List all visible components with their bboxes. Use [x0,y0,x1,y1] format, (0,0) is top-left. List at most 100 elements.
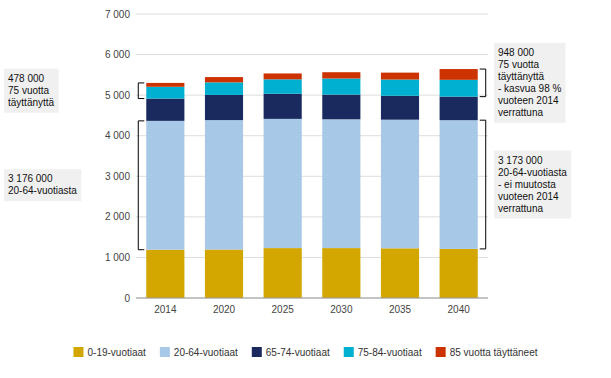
y-tick-label: 2 000 [105,211,130,222]
bar-segment [381,73,419,80]
annotation-line: 478 000 [8,73,45,84]
bar-segment [146,83,184,87]
bracket-line [480,120,486,121]
bar-segment [381,80,419,96]
grid-line [136,298,488,299]
bracket-line [485,69,486,97]
annotation: 3 173 00020-64-vuotiasta- ei muutostavuo… [494,151,571,219]
annotation-line: 20-64-vuotiasta [8,185,77,196]
annotation-box [4,69,59,113]
x-tick-label: 2030 [330,304,353,315]
bar-segment [205,95,243,120]
annotation-box [4,169,81,201]
y-tick-label: 4 000 [105,130,130,141]
y-tick-label: 0 [124,293,130,304]
x-tick-label: 2025 [272,304,295,315]
annotation-box [494,43,565,123]
bar-segment [146,87,184,99]
bar-segment [440,80,478,97]
bar-segment [440,120,478,249]
x-tick-label: 2035 [389,304,412,315]
bars [146,69,477,298]
bar-segment [205,82,243,95]
bar-segment [322,248,360,298]
bar-segment [264,73,302,79]
x-axis-line [136,298,488,299]
legend-swatch [436,347,446,357]
bar-segment [146,250,184,298]
bar-segment [381,120,419,249]
bracket-line [480,69,486,70]
bar-segment [264,94,302,119]
annotation-text: 478 00075 vuottatäyttänyttä [8,73,55,108]
x-tick-label: 2014 [154,304,177,315]
bracket [480,120,486,249]
annotation-text: 3 176 00020-64-vuotiasta [8,173,77,196]
bar-segment [322,72,360,78]
annotation-text: 3 173 00020-64-vuotiasta- ei muutostavuo… [498,155,567,214]
bracket-line [480,248,486,249]
legend-item: 75-84-vuotiaat [344,347,422,358]
grid-line [136,176,488,177]
bracket [138,121,144,250]
y-axis: 01 0002 0003 0004 0005 0006 0007 000 [105,9,488,304]
annotation: 478 00075 vuottatäyttänyttä [4,69,59,113]
annotation-line: verrattuna [498,107,543,118]
y-tick-label: 1 000 [105,252,130,263]
grid-line [136,216,488,217]
annotation-line: 75 vuotta [8,85,50,96]
bracket-line [138,249,144,250]
y-tick-label: 7 000 [105,9,130,20]
grid-line [136,135,488,136]
bar-segment [440,69,478,80]
grid-line [136,14,488,15]
y-tick-label: 3 000 [105,171,130,182]
bracket-line [485,120,486,249]
annotation-line: - kasvua 98 % [498,83,561,94]
bar-segment [440,97,478,121]
chart: 01 0002 0003 0004 0005 0006 0007 0002014… [0,0,611,378]
legend-swatch [344,347,354,357]
legend-label: 0-19-vuotiaat [87,347,146,358]
bar-segment [322,119,360,248]
legend-item: 0-19-vuotiaat [73,347,146,358]
legend-label: 75-84-vuotiaat [358,347,422,358]
legend-item: 20-64-vuotiaat [160,347,238,358]
annotation: 3 176 00020-64-vuotiasta [4,169,81,201]
bracket-line [138,120,144,121]
bracket [138,83,144,99]
legend-label: 85 vuotta täyttäneet [450,347,538,358]
annotation-line: 948 000 [498,47,535,58]
bar-segment [264,119,302,248]
y-tick-label: 5 000 [105,90,130,101]
bar-segment [381,96,419,120]
bar-segment [146,121,184,250]
grid-line [136,95,488,96]
bracket [480,69,486,97]
bar-segment [322,95,360,120]
bar-segment [205,120,243,249]
bar-segment [264,79,302,93]
annotation-text: 948 00075 vuottatäyttänyttä- kasvua 98 %… [498,47,561,118]
annotation-line: 75 vuotta [498,59,540,70]
bracket-line [138,83,139,99]
annotation-line: vuoteen 2014 [498,191,559,202]
x-tick-label: 2040 [448,304,471,315]
annotation-line: - ei muutosta [498,179,556,190]
bar-segment [264,248,302,298]
grid-line [136,257,488,258]
annotation-line: vuoteen 2014 [498,95,559,106]
x-tick-label: 2020 [213,304,236,315]
bar-segment [205,77,243,82]
legend-item: 65-74-vuotiaat [252,347,330,358]
annotation-line: täyttänyttä [8,97,55,108]
bracket-line [138,82,144,83]
bar-segment [146,99,184,121]
annotation-line: 3 173 000 [498,155,543,166]
annotation: 948 00075 vuottatäyttänyttä- kasvua 98 %… [494,43,565,123]
legend-swatch [160,347,170,357]
grid-line [136,54,488,55]
bar-segment [322,79,360,95]
annotation-line: 3 176 000 [8,173,53,184]
legend-label: 20-64-vuotiaat [174,347,238,358]
